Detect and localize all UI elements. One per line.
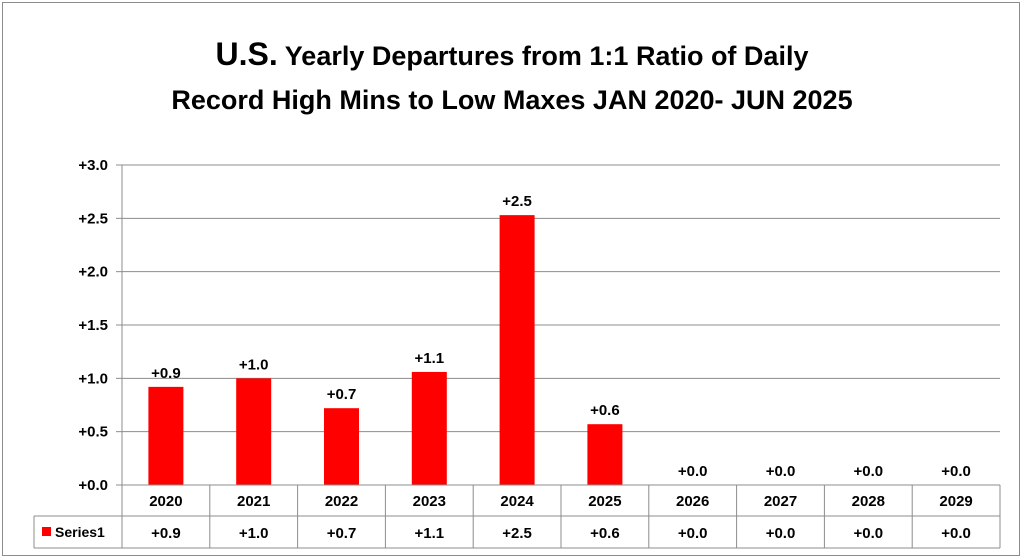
chart-title-line1: Yearly Departures from 1:1 Ratio of Dail… [277, 41, 809, 71]
data-label: +1.0 [239, 356, 269, 373]
x-category-label: 2022 [325, 493, 358, 510]
bar [236, 378, 272, 485]
y-axis: +0.0 +0.5 +1.0 +1.5 +2.0 +2.5 +3.0 [78, 157, 123, 548]
data-label: +1.1 [414, 350, 444, 367]
table-value: +1.0 [239, 525, 269, 542]
x-category-label: 2024 [500, 493, 534, 510]
chart-title-prefix: U.S. [215, 36, 278, 72]
table-value: +0.7 [327, 525, 357, 542]
data-label: +0.0 [766, 463, 796, 480]
table-value: +0.0 [941, 525, 971, 542]
table-value: +0.9 [151, 525, 181, 542]
data-label: +0.0 [678, 463, 708, 480]
y-tick-label: +3.0 [78, 157, 108, 174]
data-label: +0.9 [151, 365, 181, 382]
x-category-label: 2021 [237, 493, 270, 510]
data-table: 2020 +0.9 2021 +1.0 2022 +0.7 2023 +1.1 2024 +2.5… [33, 484, 1001, 549]
x-category-label: 2029 [939, 493, 972, 510]
x-category-label: 2023 [413, 493, 446, 510]
table-value: +0.0 [853, 525, 883, 542]
bar [148, 386, 184, 485]
x-category-label: 2025 [588, 493, 621, 510]
bar [499, 215, 535, 485]
y-tick-label: +1.5 [78, 317, 108, 334]
table-value: +2.5 [502, 525, 532, 542]
data-label: +0.6 [590, 402, 620, 419]
data-label: +0.7 [327, 386, 357, 403]
table-value: +0.6 [590, 525, 620, 542]
y-tick-label: +1.0 [78, 370, 108, 387]
y-tick-label: +2.5 [78, 210, 108, 227]
x-category-label: 2027 [764, 493, 797, 510]
legend-swatch [42, 527, 51, 536]
bar [324, 408, 359, 485]
data-labels: +0.9 +1.0 +0.7 +1.1 +2.5 +0.6 +0.0 +0.0 +0.0 +0.0 [151, 193, 971, 480]
table-value: +0.0 [678, 525, 708, 542]
x-category-label: 2026 [676, 493, 709, 510]
y-tick-label: +0.5 [78, 424, 108, 441]
table-value: +1.1 [414, 525, 444, 542]
x-category-label: 2028 [852, 493, 885, 510]
data-label: +2.5 [502, 193, 532, 210]
data-label: +0.0 [853, 463, 883, 480]
y-tick-label: +2.0 [78, 264, 108, 281]
chart-title-line2: Record High Mins to Low Maxes JAN 2020- … [171, 85, 853, 115]
legend-label: Series1 [55, 524, 105, 540]
bar [587, 424, 623, 485]
data-label: +0.0 [941, 463, 971, 480]
bar [411, 371, 447, 485]
y-tick-label: +0.0 [78, 477, 108, 494]
x-category-label: 2020 [149, 493, 182, 510]
chart-title: U.S. Yearly Departures from 1:1 Ratio of… [0, 32, 1024, 122]
table-value: +0.0 [766, 525, 796, 542]
bars [148, 215, 623, 485]
